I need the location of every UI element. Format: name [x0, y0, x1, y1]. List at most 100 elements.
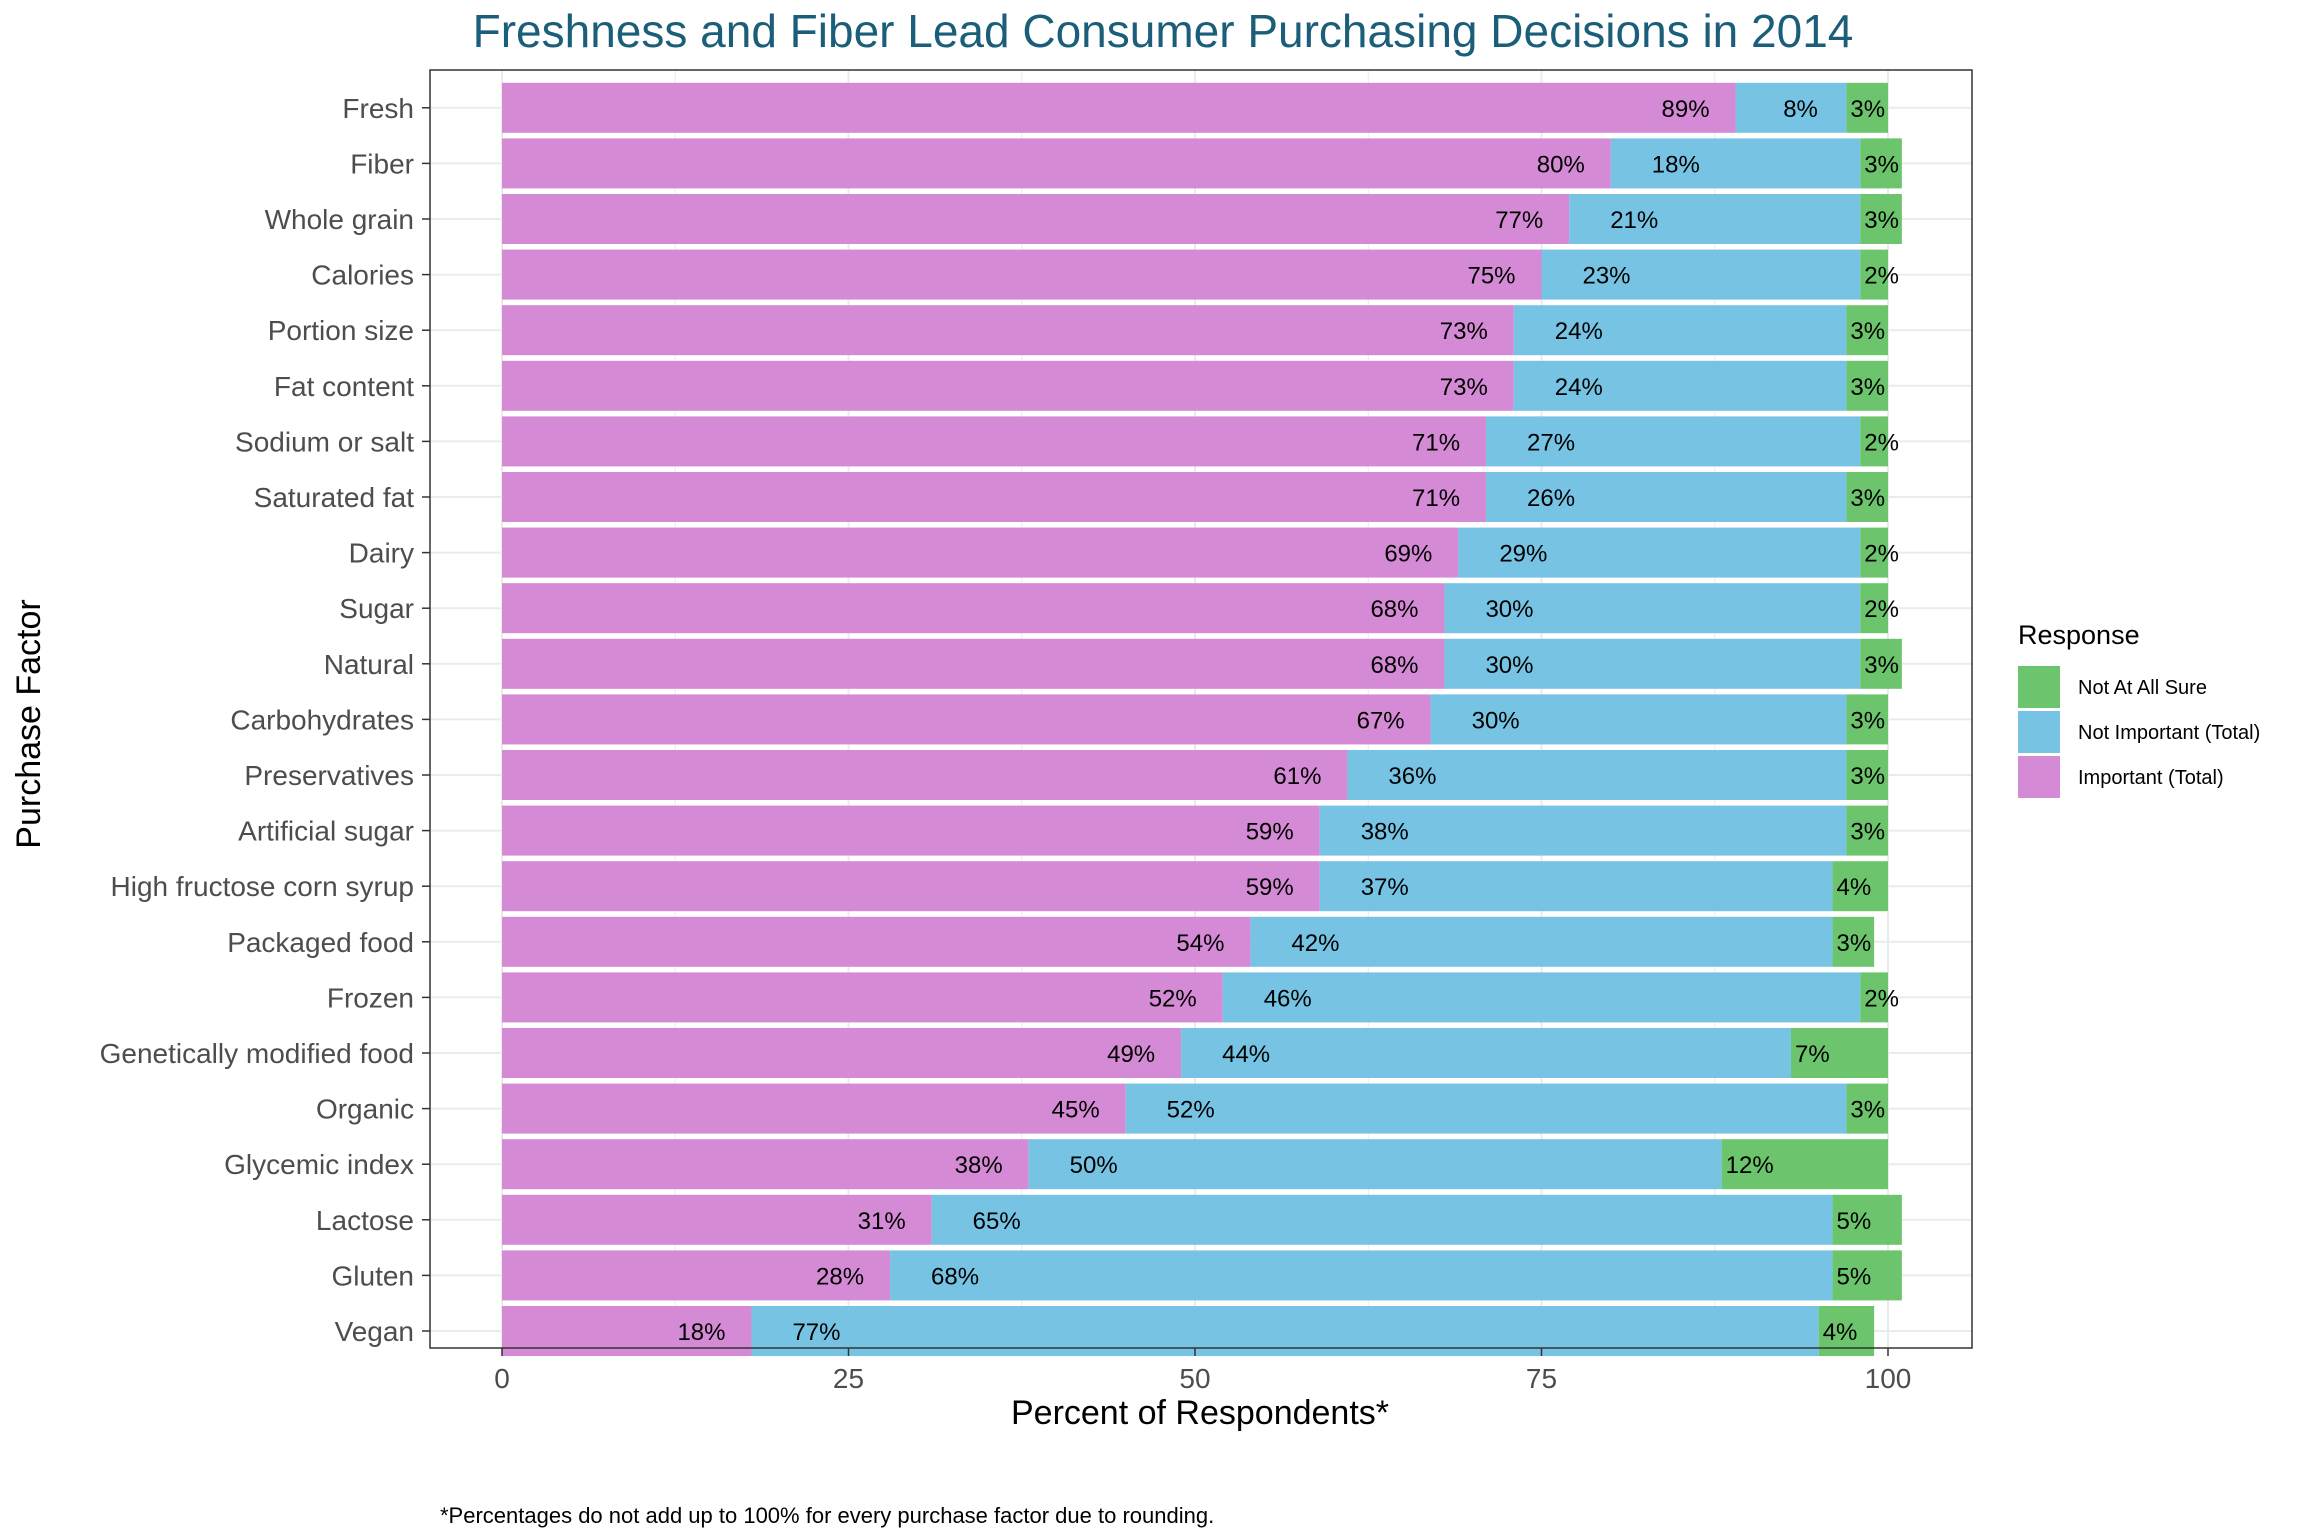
plot-border [429, 69, 1973, 1349]
bar-segment [1347, 750, 1847, 800]
data-label: 26% [1527, 485, 1575, 512]
bar-segment [1846, 1083, 1888, 1134]
bar-segment [1721, 1139, 1888, 1190]
legend-swatch [2018, 756, 2060, 798]
category-label: Glycemic index [224, 1149, 414, 1180]
bar-segment [1028, 1139, 1722, 1190]
data-label: 7% [1795, 1041, 1830, 1068]
data-label: 30% [1485, 596, 1533, 623]
data-label: 24% [1555, 318, 1603, 345]
data-label: 2% [1864, 541, 1899, 568]
category-label: Carbohydrates [230, 704, 414, 735]
bar-segment [502, 472, 1487, 522]
category-label: Fresh [342, 93, 414, 124]
data-label: 54% [1176, 930, 1224, 957]
data-label: 38% [1361, 819, 1409, 846]
bar-segment [1832, 861, 1888, 912]
y-axis-title: Purchase Factor [10, 599, 48, 848]
bar-segment [1860, 972, 1888, 1023]
data-label: 2% [1864, 596, 1899, 623]
data-label: 2% [1864, 985, 1899, 1012]
category-label: Gluten [332, 1260, 415, 1291]
bar-segment [1846, 305, 1888, 356]
category-label: Dairy [349, 538, 414, 569]
bar-segment [1846, 805, 1888, 856]
x-axis-title: Percent of Respondents* [1011, 1394, 1389, 1432]
data-label: 29% [1499, 541, 1547, 568]
bar-segment [1735, 82, 1847, 133]
x-tick-label: 25 [833, 1363, 864, 1394]
data-label: 21% [1610, 207, 1658, 234]
bar-segment [1860, 638, 1902, 689]
data-label: 65% [973, 1208, 1021, 1235]
category-label: Fat content [274, 371, 414, 402]
bar-segment [1319, 805, 1847, 856]
data-label: 61% [1273, 763, 1321, 790]
category-label: Sodium or salt [235, 426, 414, 457]
data-label: 77% [1495, 207, 1543, 234]
data-label: 75% [1467, 263, 1515, 290]
data-label: 45% [1052, 1097, 1100, 1124]
data-label: 18% [1652, 151, 1700, 178]
bar-segment [1860, 138, 1902, 189]
data-label: 2% [1864, 263, 1899, 290]
bar-segment [1444, 638, 1861, 689]
data-label: 73% [1440, 374, 1488, 401]
legend-label: Not Important (Total) [2078, 722, 2260, 744]
bar-segment [1860, 583, 1888, 634]
bar-segment [1250, 916, 1833, 967]
data-label: 3% [1850, 707, 1885, 734]
data-label: 4% [1837, 874, 1872, 901]
data-label: 31% [858, 1208, 906, 1235]
bar-segment [1846, 694, 1888, 745]
bar-segment [1319, 861, 1833, 912]
category-label: Calories [311, 260, 414, 291]
data-label: 71% [1412, 485, 1460, 512]
bar-segment [1860, 416, 1888, 467]
x-tick-label: 100 [1865, 1363, 1912, 1394]
category-label: Preservatives [244, 760, 414, 791]
category-label: Fiber [350, 148, 414, 179]
data-label: 67% [1357, 707, 1405, 734]
bar-segment [1610, 138, 1861, 189]
data-label: 73% [1440, 318, 1488, 345]
bar-segment [502, 1028, 1182, 1078]
category-label: Artificial sugar [238, 816, 414, 847]
legend-swatch [2018, 666, 2060, 708]
data-label: 12% [1726, 1152, 1774, 1179]
data-label: 42% [1291, 930, 1339, 957]
bar-segment [1832, 1250, 1902, 1301]
bar-segment [1486, 416, 1861, 467]
bar-segment [502, 194, 1570, 244]
bar-segment [502, 750, 1348, 800]
category-label: Packaged food [227, 927, 414, 958]
bar-segment [502, 638, 1445, 689]
data-label: 69% [1384, 541, 1432, 568]
bar-segment [1458, 527, 1861, 578]
data-label: 3% [1864, 151, 1899, 178]
bars-layer [502, 82, 1902, 1356]
data-label: 89% [1662, 96, 1710, 123]
bar-segment [502, 527, 1459, 578]
data-label: 4% [1823, 1319, 1858, 1346]
bar-segment [502, 1139, 1029, 1190]
bar-segment [1430, 694, 1847, 745]
category-label: Frozen [327, 982, 414, 1013]
data-label: 80% [1537, 151, 1585, 178]
bar-segment [502, 805, 1320, 856]
bar-segment [502, 416, 1487, 467]
data-label: 49% [1107, 1041, 1155, 1068]
legend-label: Important (Total) [2078, 767, 2224, 789]
data-label: 68% [1370, 652, 1418, 679]
bar-segment [1541, 249, 1861, 300]
data-label: 24% [1555, 374, 1603, 401]
data-label: 46% [1264, 985, 1312, 1012]
category-label: Whole grain [265, 204, 414, 235]
bar-segment [502, 1250, 891, 1301]
data-label: 38% [955, 1152, 1003, 1179]
data-label: 52% [1149, 985, 1197, 1012]
category-label: Portion size [268, 315, 414, 346]
bar-segment [1860, 249, 1888, 300]
data-label: 30% [1485, 652, 1533, 679]
